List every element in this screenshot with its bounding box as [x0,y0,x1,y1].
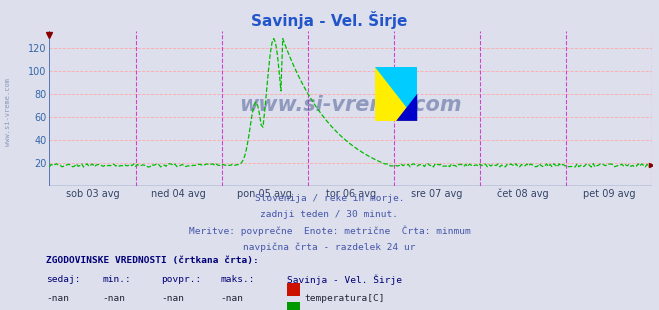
Text: sedaj:: sedaj: [46,275,80,284]
Text: maks.:: maks.: [221,275,255,284]
Text: -nan: -nan [221,294,244,303]
Text: Slovenija / reke in morje.: Slovenija / reke in morje. [255,194,404,203]
Text: Savinja - Vel. Širje: Savinja - Vel. Širje [251,11,408,29]
Text: -nan: -nan [46,294,69,303]
Text: www.si-vreme.com: www.si-vreme.com [5,78,11,146]
Bar [375,67,417,121]
Polygon shape [396,94,417,121]
Text: navpična črta - razdelek 24 ur: navpična črta - razdelek 24 ur [243,242,416,252]
Text: Meritve: povprečne  Enote: metrične  Črta: minmum: Meritve: povprečne Enote: metrične Črta:… [188,226,471,237]
Text: -nan: -nan [161,294,185,303]
Text: www.si-vreme.com: www.si-vreme.com [240,95,462,115]
Text: ZGODOVINSKE VREDNOSTI (črtkana črta):: ZGODOVINSKE VREDNOSTI (črtkana črta): [46,256,259,265]
Text: zadnji teden / 30 minut.: zadnji teden / 30 minut. [260,210,399,219]
Text: povpr.:: povpr.: [161,275,202,284]
Text: -nan: -nan [102,294,125,303]
Text: temperatura[C]: temperatura[C] [304,294,385,303]
Polygon shape [375,67,417,121]
Text: Savinja - Vel. Širje: Savinja - Vel. Širje [287,275,402,286]
Text: min.:: min.: [102,275,131,284]
